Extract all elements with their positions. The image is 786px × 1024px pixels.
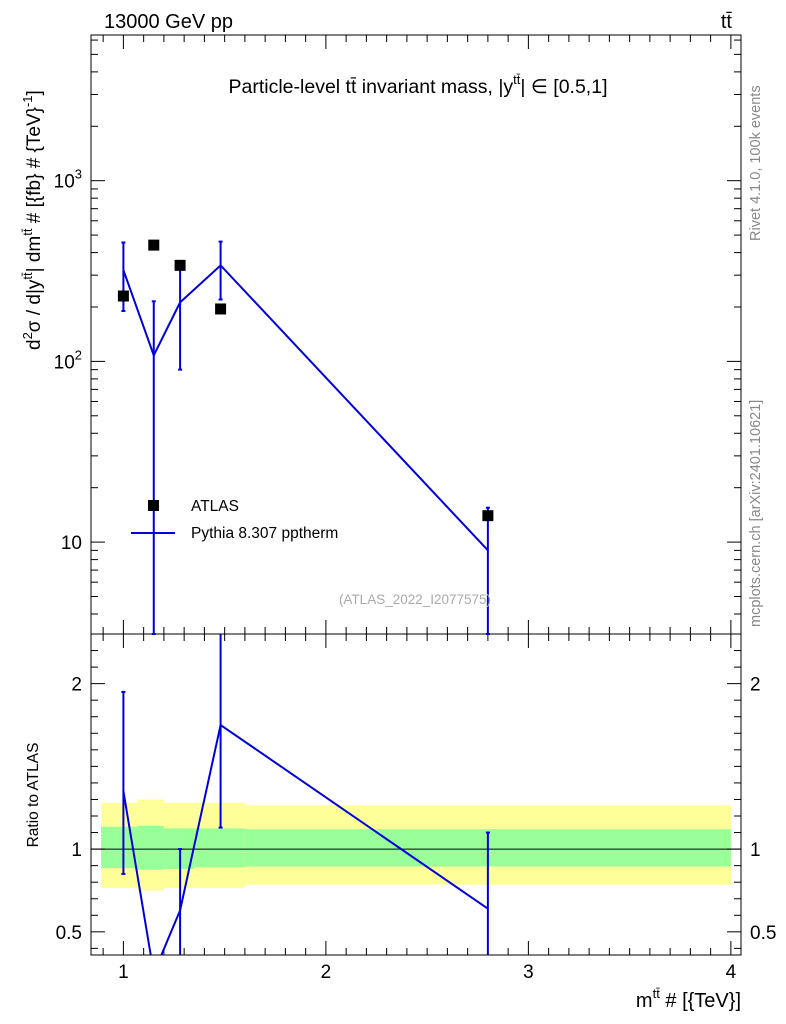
- ratio-inner-band: [194, 828, 245, 868]
- x-tick-label: 2: [321, 962, 332, 983]
- legend: ATLAS Pythia 8.307 pptherm: [131, 498, 338, 542]
- data-point: [117, 290, 129, 302]
- main-y-tick-label: 10: [61, 533, 82, 554]
- data-point: [174, 259, 186, 271]
- main-axes: 10 102 103: [54, 35, 741, 634]
- main-panel-frame: [90, 34, 742, 635]
- ratio-y-axis-label: Ratio to ATLAS: [25, 743, 42, 848]
- x-axis-label: mtt̄ # [{TeV}]: [636, 986, 741, 1012]
- ratio-y-tick-label-right: 2: [750, 675, 761, 696]
- legend-mc-label: Pythia 8.307 pptherm: [191, 525, 338, 542]
- ratio-y-tick-label-right: 0.5: [750, 923, 776, 944]
- ratio-panel-frame: [90, 633, 742, 956]
- header-left: 13000 GeV pp: [104, 11, 233, 33]
- x-tick-label: 3: [523, 962, 534, 983]
- analysis-watermark: (ATLAS_2022_I2077575): [339, 592, 491, 607]
- main-y-tick-label: 103: [54, 167, 82, 193]
- rivet-label: Rivet 4.1.0, 100k events: [748, 85, 764, 241]
- ratio-y-tick-label: 2: [71, 675, 82, 696]
- ratio-y-tick-label-right: 1: [750, 840, 761, 861]
- data-point: [215, 303, 227, 315]
- mc-series-line: [122, 263, 489, 552]
- ratio-series-line: [122, 723, 489, 955]
- x-tick-label: 1: [118, 962, 129, 983]
- plot-title: Particle-level tt̄ invariant mass, |ytt̄…: [229, 72, 608, 98]
- main-y-tick-label: 102: [54, 347, 82, 373]
- ratio-axes: 0.5 0.5 1 1 2 2 1 2 3 4: [56, 634, 776, 983]
- ratio-marks: [121, 634, 490, 955]
- legend-data-marker: [148, 500, 159, 511]
- main-marks: [117, 239, 494, 635]
- data-point: [148, 239, 160, 251]
- main-y-axis-label: d2σ / d|ytt̄| dmtt̄ # [{fb} # {TeV}-1]: [20, 90, 45, 350]
- mcplots-label: mcplots.cern.ch [arXiv:2401.10621]: [748, 400, 764, 627]
- ratio-y-tick-label: 1: [71, 840, 82, 861]
- header-right: tt̄: [721, 11, 733, 33]
- data-point: [482, 510, 494, 522]
- ratio-y-tick-label: 0.5: [56, 923, 82, 944]
- x-tick-label: 4: [726, 962, 737, 983]
- ratio-inner-band: [137, 825, 164, 870]
- ratio-band-layer: [101, 799, 731, 891]
- legend-data-label: ATLAS: [191, 498, 239, 515]
